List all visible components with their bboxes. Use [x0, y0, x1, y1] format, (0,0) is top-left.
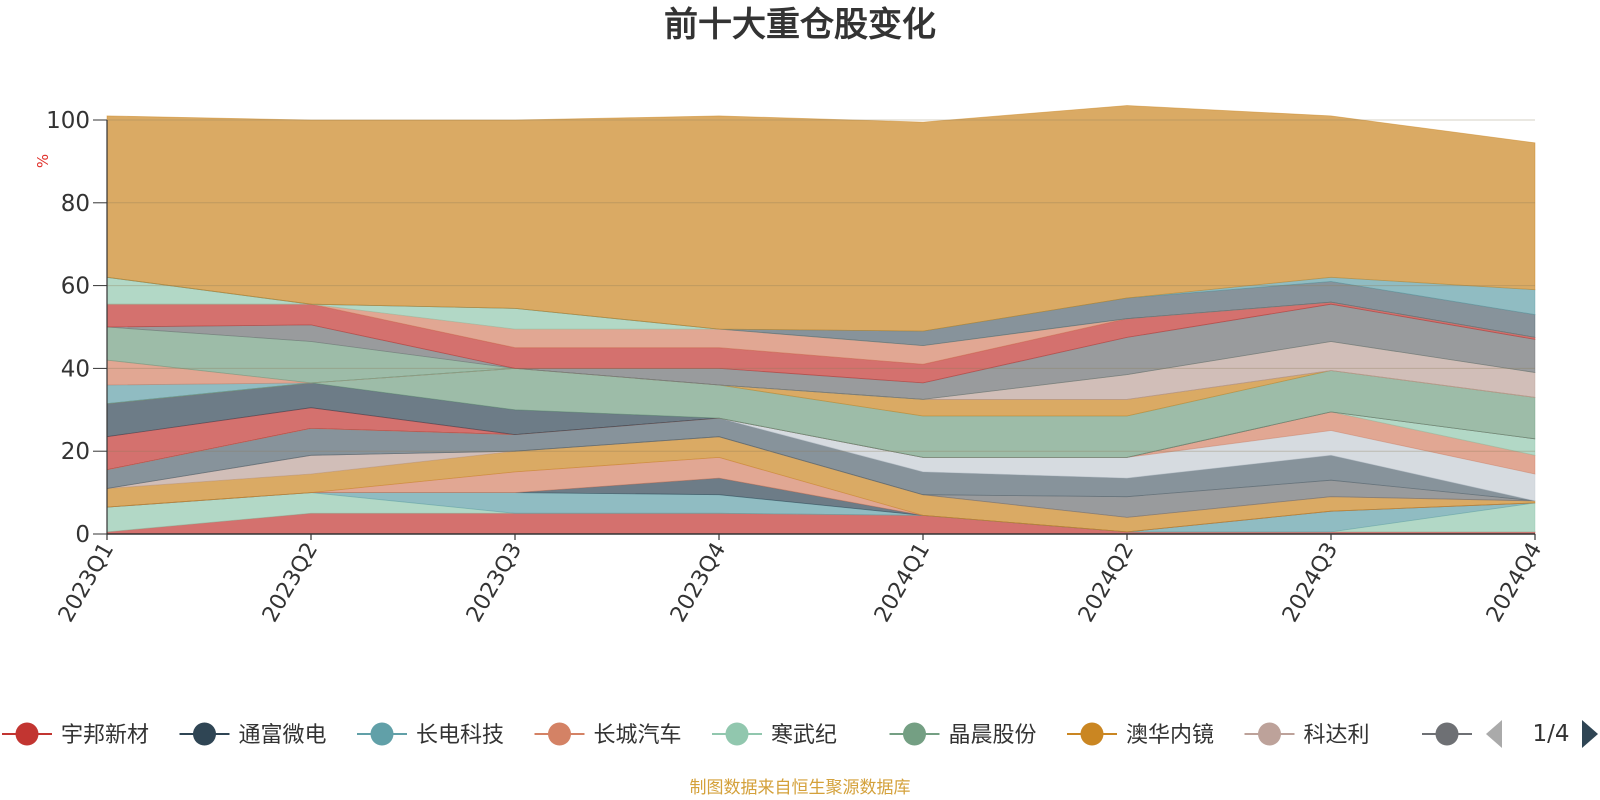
- legend-marker: [193, 722, 216, 746]
- grid-lines: [107, 119, 1535, 452]
- legend-item[interactable]: 长城汽车: [534, 722, 682, 749]
- y-axis-unit: %: [34, 154, 52, 168]
- legend-label: 通富微电: [239, 723, 327, 748]
- x-tick-label: 2023Q3: [462, 539, 527, 627]
- legend-marker: [1258, 722, 1281, 746]
- legend-marker: [370, 722, 394, 746]
- y-tick-label: 20: [61, 439, 90, 465]
- area-layer-26: [106, 105, 1536, 332]
- legend-page-indicator: 1/4: [1532, 721, 1569, 747]
- y-tick-label: 40: [61, 356, 90, 382]
- legend-marker: [903, 722, 926, 746]
- legend-label: 科达利: [1304, 723, 1370, 748]
- y-tick-label: 60: [61, 274, 90, 300]
- legend-marker: [548, 722, 571, 746]
- x-tick-label: 2024Q1: [870, 539, 935, 627]
- legend-marker: [725, 722, 749, 746]
- x-tick-label: 2024Q2: [1074, 539, 1139, 627]
- legend-label: 晶晨股份: [949, 723, 1037, 748]
- legend-marker: [1080, 722, 1104, 746]
- source-note: 制图数据来自恒生聚源数据库: [689, 778, 911, 798]
- chart-title: 前十大重仓股变化: [664, 5, 936, 45]
- legend-prev-arrow-icon[interactable]: [1486, 720, 1502, 748]
- legend-item[interactable]: 科达利: [1244, 722, 1370, 749]
- legend-label: 澳华内镜: [1126, 723, 1214, 748]
- legend-item[interactable]: 立讯精: [1422, 722, 1547, 749]
- y-tick-label: 100: [46, 108, 90, 134]
- legend-item[interactable]: 长电科技: [357, 722, 504, 749]
- legend-item[interactable]: 通富微电: [179, 722, 327, 749]
- legend-next-arrow-icon[interactable]: [1582, 720, 1598, 748]
- x-tick-label: 2023Q4: [666, 539, 731, 627]
- legend-label: 寒武纪: [771, 723, 837, 748]
- legend-items: 宇邦新材 通富微电 长电科技 长城汽车 寒武纪 晶晨股份 澳华内镜 科达利 立讯精: [2, 722, 1547, 749]
- legend-label: 长电科技: [416, 723, 504, 748]
- x-tick-label: 2023Q2: [258, 539, 323, 627]
- x-tick-label: 2023Q1: [54, 539, 119, 627]
- legend-item[interactable]: 晶晨股份: [889, 722, 1037, 749]
- legend-marker: [1435, 722, 1459, 746]
- y-tick-label: 0: [75, 522, 90, 548]
- legend-item[interactable]: 寒武纪: [712, 722, 837, 749]
- legend-item[interactable]: 澳华内镜: [1067, 722, 1214, 749]
- legend-label: 宇邦新材: [61, 723, 149, 748]
- legend-marker: [15, 722, 39, 746]
- legend-item[interactable]: 宇邦新材: [2, 722, 149, 749]
- y-tick-label: 80: [61, 191, 90, 217]
- area-layers: [106, 105, 1536, 535]
- x-tick-label: 2024Q3: [1278, 539, 1343, 627]
- legend-label: 长城汽车: [594, 723, 682, 748]
- x-tick-label: 2024Q4: [1482, 539, 1547, 627]
- legend-label: 立讯精: [1481, 723, 1547, 748]
